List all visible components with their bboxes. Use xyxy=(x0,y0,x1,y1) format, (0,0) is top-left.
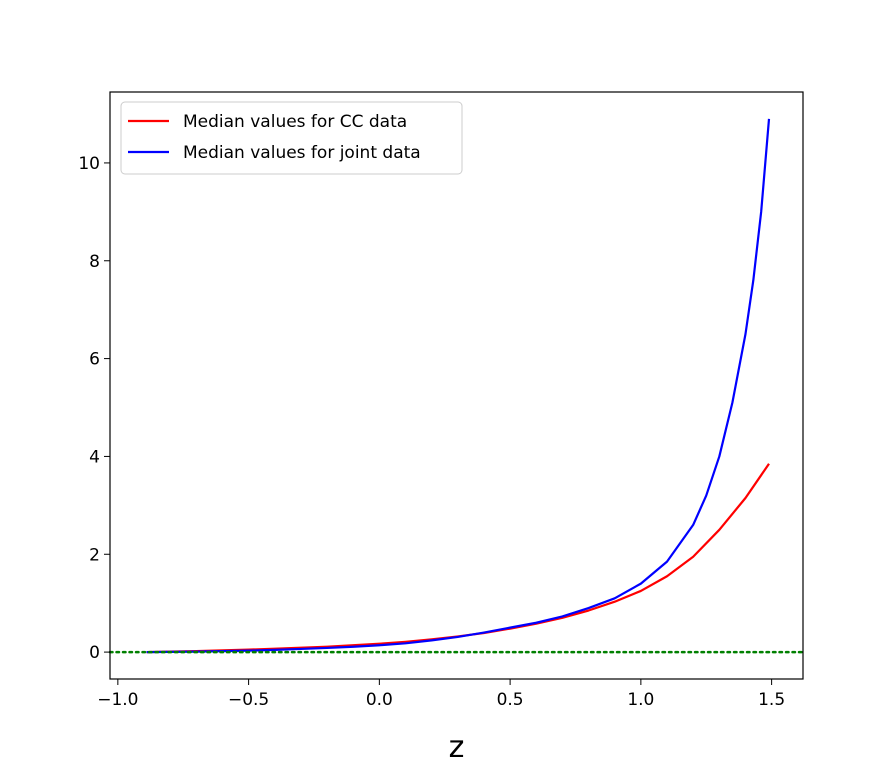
x-axis-label: z xyxy=(449,730,465,762)
y-tick-label: 0 xyxy=(89,643,100,663)
x-axis-ticks: −1.0 −0.5 0.0 0.5 1.0 1.5 xyxy=(97,679,785,710)
y-tick-label: 8 xyxy=(89,252,100,272)
x-tick-label: 1.5 xyxy=(758,690,785,710)
x-tick-label: −1.0 xyxy=(97,690,138,710)
y-tick-label: 2 xyxy=(89,545,100,565)
plot-frame xyxy=(109,91,804,680)
legend: Median values for CC data Median values f… xyxy=(120,101,463,175)
legend-label: Median values for joint data xyxy=(183,143,421,163)
y-tick-label: 10 xyxy=(78,154,100,174)
x-tick-label: 0.0 xyxy=(366,690,393,710)
y-axis-ticks: 0 2 4 6 8 10 xyxy=(78,154,110,663)
x-tick-label: −0.5 xyxy=(228,690,269,710)
plot-lines xyxy=(108,118,805,654)
legend-box xyxy=(120,101,463,175)
x-tick-label: 0.5 xyxy=(497,690,524,710)
y-tick-label: 6 xyxy=(89,350,100,370)
series-line-0 xyxy=(146,463,770,654)
y-tick-label: 4 xyxy=(89,447,100,467)
legend-label: Median values for CC data xyxy=(183,112,407,132)
x-tick-label: 1.0 xyxy=(627,690,654,710)
series-line-1 xyxy=(146,118,771,654)
